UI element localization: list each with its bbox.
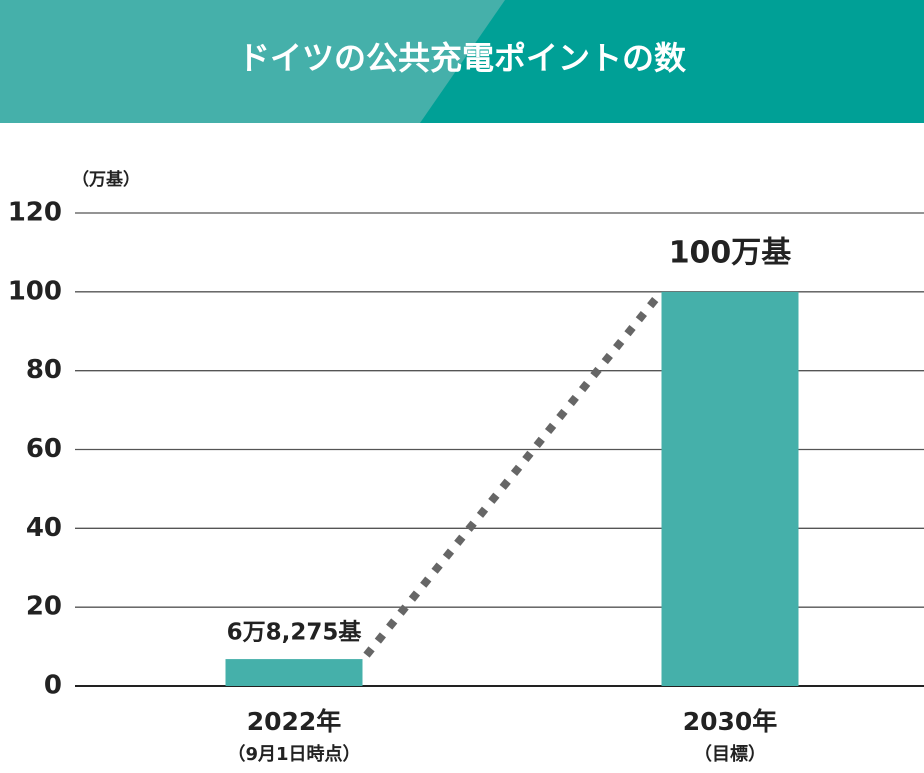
trend-connector xyxy=(363,289,665,658)
chart-title: ドイツの公共充電ポイントの数 xyxy=(238,39,687,77)
y-tick-label: 40 xyxy=(26,513,62,543)
y-tick-label: 120 xyxy=(8,198,62,228)
bar xyxy=(225,659,363,686)
bar xyxy=(661,291,799,686)
x-tick-label: 2030年 xyxy=(683,707,778,736)
y-unit: （万基） xyxy=(72,169,140,190)
y-tick-label: 60 xyxy=(26,434,62,464)
x-tick-label: 2022年 xyxy=(247,707,342,736)
y-tick-label: 20 xyxy=(26,592,62,622)
x-tick-note: （目標） xyxy=(694,743,766,765)
x-tick-note: （9月1日時点） xyxy=(227,743,360,765)
value-label: 100万基 xyxy=(669,235,792,270)
value-label: 6万8,275基 xyxy=(227,620,363,646)
y-tick-label: 100 xyxy=(8,276,62,306)
y-tick-label: 80 xyxy=(26,355,62,385)
y-tick-label: 0 xyxy=(44,671,62,701)
header-band-left xyxy=(0,0,505,123)
